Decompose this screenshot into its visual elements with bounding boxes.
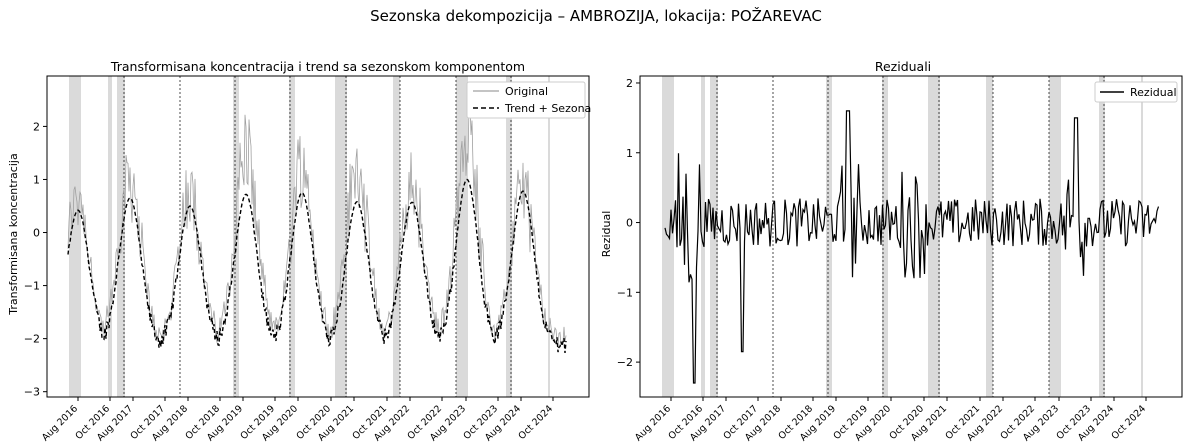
legend-trend-label: Trend + Sezona [504,102,591,115]
y-tick-label: 0 [33,227,40,240]
left-y-ticks: −3 −2 −1 0 1 2 [24,120,47,399]
right-legend-box [1094,81,1178,103]
left-y-axis-label: Transformisana koncentracija [7,153,20,315]
missing-data-band [108,76,112,397]
missing-data-band [393,76,400,397]
left-plot-area [67,98,567,354]
left-panel: Transformisana koncentracija i trend sa … [7,59,591,443]
left-panel-title: Transformisana koncentracija i trend sa … [110,59,525,74]
missing-data-band [882,76,888,397]
left-axes-frame [46,75,590,398]
y-tick-label: 0 [626,217,633,230]
x-tick-label: Oct 2024 [1109,403,1148,442]
right-plot-area [664,110,1160,384]
right-y-ticks: −2 −1 0 1 2 [617,77,640,369]
figure-title: Sezonska dekompozicija – AMBROZIJA, loka… [370,6,822,25]
x-tick-label: Aug 2016 [40,403,80,443]
right-bands [662,76,1143,397]
legend-residual-label: Rezidual [1130,86,1177,99]
right-y-axis-label: Rezidual [600,211,613,258]
right-axes-frame [639,75,1183,398]
left-legend: Original Trend + Sezona [466,81,591,119]
missing-data-band [1099,76,1105,397]
x-tick-label: Oct 2024 [516,403,555,442]
y-tick-label: 1 [626,147,633,160]
missing-data-band [548,76,550,397]
y-tick-label: −3 [24,386,40,399]
missing-data-band [1049,76,1061,397]
y-tick-label: 1 [33,173,40,186]
y-tick-label: 2 [626,77,633,90]
y-tick-label: −2 [617,356,633,369]
right-panel-title: Reziduali [875,59,931,74]
y-tick-label: −1 [617,286,633,299]
missing-data-band [701,76,705,397]
right-legend: Rezidual [1094,81,1178,103]
legend-original-label: Original [505,85,548,98]
missing-data-band [456,76,468,397]
y-tick-label: −1 [24,280,40,293]
series-trend-sezona-line [67,178,567,354]
y-tick-label: −2 [24,333,40,346]
y-tick-label: 2 [33,120,40,133]
missing-data-band [986,76,993,397]
missing-data-band [826,76,832,397]
x-tick-label: Aug 2016 [633,403,673,443]
missing-data-band [506,76,512,397]
missing-data-band [1141,76,1143,397]
series-rezidual-line [664,110,1160,384]
missing-data-band [335,76,347,397]
missing-data-band [69,76,81,397]
series-original-line [67,98,567,346]
